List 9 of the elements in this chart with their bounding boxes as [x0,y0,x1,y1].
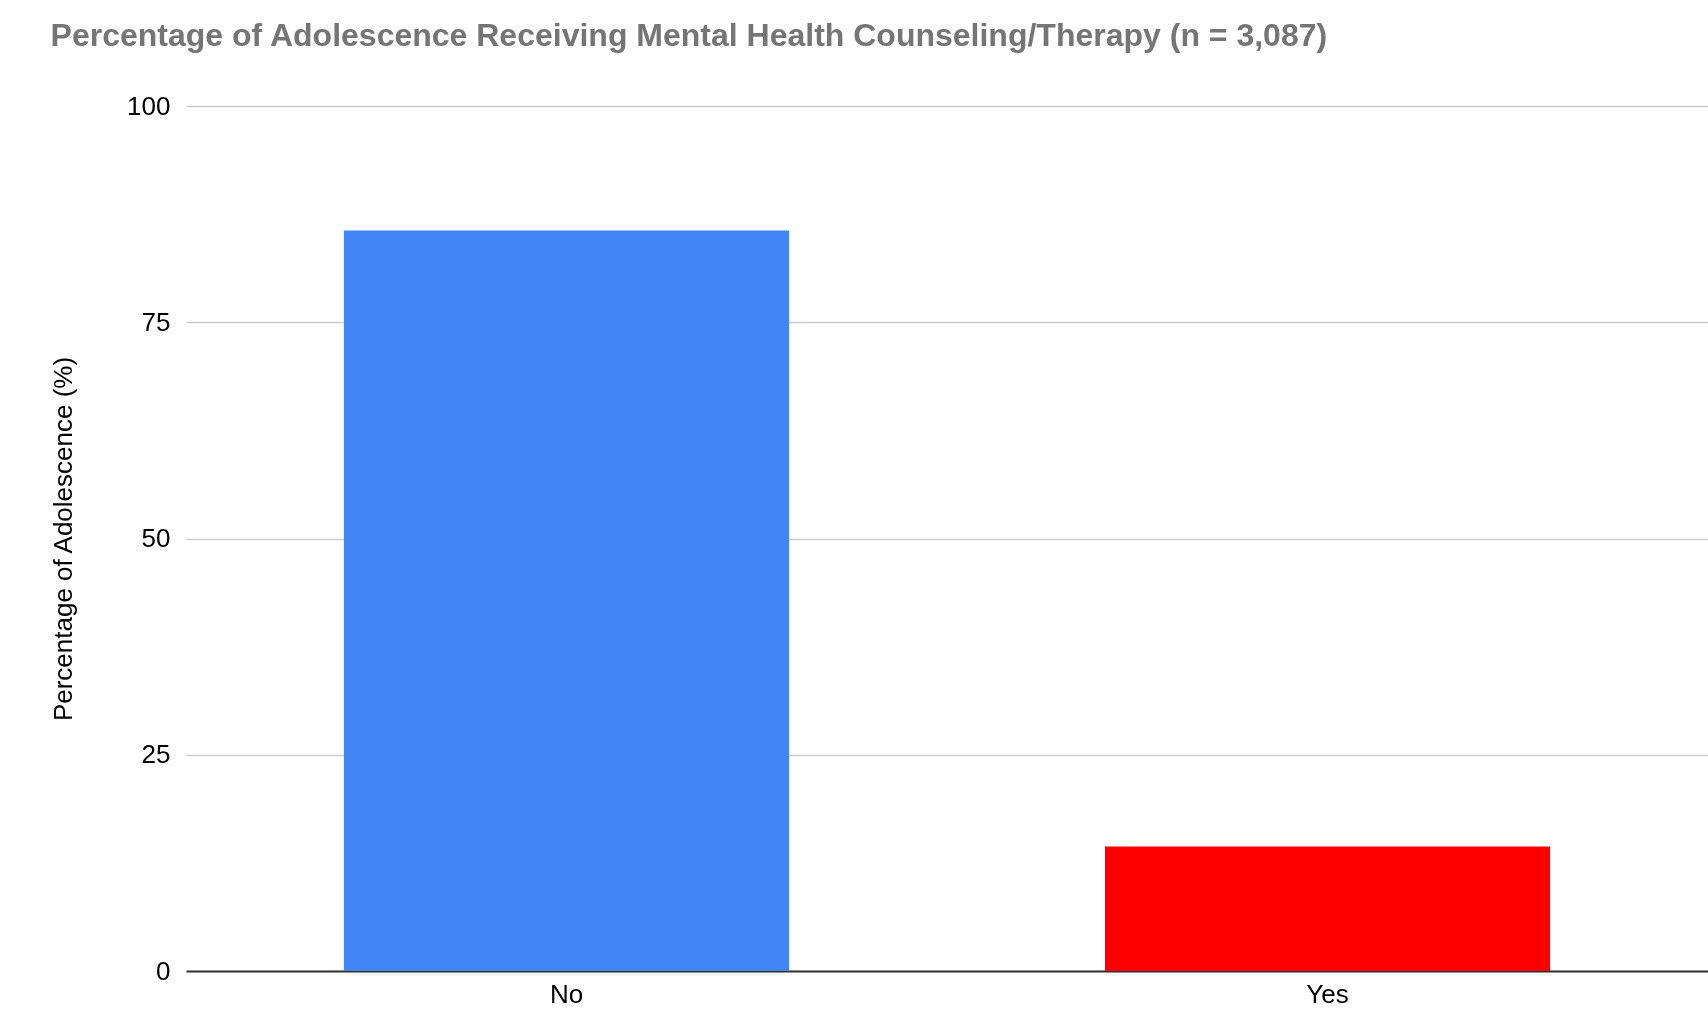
y-tick-label: 100 [127,90,171,121]
x-tick-label: Yes [1306,978,1349,1009]
y-tick-label: 25 [141,739,171,770]
y-axis-title: Percentage of Adolescence (%) [48,356,79,722]
y-tick-label: 75 [141,306,171,337]
y-tick-label: 50 [141,523,171,553]
x-tick-label: No [549,978,584,1009]
chart-title: Percentage of Adolescence Receiving Mental Health Counseling/Therapy (n = 3,087) [50,17,1328,53]
y-tick-label: 0 [156,955,171,986]
